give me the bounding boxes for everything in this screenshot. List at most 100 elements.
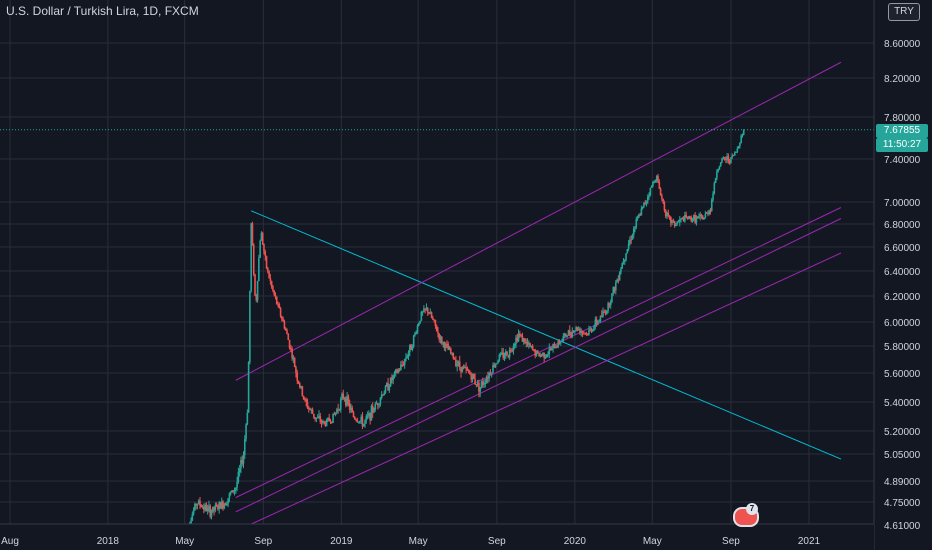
price-tick-label: 5.40000 [884, 398, 921, 409]
candle-body [447, 344, 450, 350]
candle-body [337, 409, 339, 411]
candle-body [346, 396, 348, 406]
candle-body [530, 345, 533, 347]
candle-body [635, 219, 638, 227]
candle-body [240, 460, 242, 469]
candle-body [728, 160, 731, 163]
candle-body [352, 412, 355, 417]
candle-body [382, 394, 384, 396]
candle-body [255, 295, 258, 301]
candle-body [561, 339, 563, 342]
candle-body [407, 352, 410, 357]
candle-body [325, 419, 328, 426]
last-price-tag: 7.67855 [876, 124, 928, 138]
candle-body [277, 304, 279, 306]
price-tick-label: 8.20000 [884, 74, 921, 85]
candle-body [306, 401, 309, 408]
candle-body [488, 372, 490, 379]
candle-body [324, 422, 327, 426]
candle-body [350, 407, 352, 410]
price-axis[interactable]: 8.60000 8.20000 7.80000 7.40000 7.00000 6.800… [873, 0, 932, 550]
candle-body [417, 323, 420, 326]
candle-body [206, 507, 209, 512]
channel-line-1[interactable] [235, 61, 842, 381]
candle-body [536, 350, 539, 353]
candle-body [543, 352, 545, 358]
candle-body [493, 365, 496, 367]
candle-body [545, 354, 548, 358]
currency-badge[interactable]: TRY [888, 3, 920, 21]
candle-body [676, 221, 679, 224]
candle-body [563, 333, 566, 337]
candle-body [506, 351, 508, 356]
candle-body [562, 336, 565, 340]
candle-body [345, 398, 347, 406]
price-tick-label: 5.80000 [884, 342, 921, 353]
candle-body [678, 219, 681, 222]
candle-body [667, 212, 670, 216]
candle-body [332, 413, 334, 423]
candle-body [684, 214, 686, 222]
candle-body [471, 373, 474, 380]
price-tick-label: 6.60000 [884, 243, 921, 254]
price-axis-background [874, 0, 932, 550]
candle-body [600, 315, 603, 317]
candle-body [296, 372, 299, 381]
candle-body [533, 349, 535, 351]
candle-body [654, 181, 657, 183]
candle-body [643, 202, 645, 207]
candle-body [401, 364, 403, 366]
candle-body [542, 352, 544, 356]
candle-body [736, 148, 739, 152]
candle-body [710, 199, 713, 211]
candle-body [348, 403, 351, 410]
candle-body [194, 503, 196, 511]
candle-body [606, 310, 608, 315]
candle-body [551, 347, 553, 351]
candle-body [666, 212, 668, 217]
candle-body [313, 413, 315, 418]
time-axis[interactable]: Aug 2018 May Sep 2019 May Sep 2020 May Sep 2021 [0, 523, 874, 550]
notification-badge[interactable]: 7 [746, 503, 758, 515]
candle-body [365, 415, 368, 421]
time-tick-label: Sep [722, 536, 740, 547]
candle-body [485, 377, 488, 383]
candle-body [311, 409, 314, 414]
trend-line-0[interactable] [250, 210, 842, 460]
candle-body [552, 343, 554, 348]
candle-body [498, 354, 501, 361]
candle-body [424, 308, 426, 310]
candle-body [387, 383, 389, 391]
candle-body [412, 335, 415, 347]
candle-body [232, 490, 235, 492]
candle-body [328, 417, 331, 421]
candle-body [718, 166, 721, 170]
candle-body [392, 375, 394, 381]
candle-body [568, 330, 571, 335]
candle-body [567, 330, 570, 336]
candle-body [378, 404, 380, 406]
candle-body [195, 503, 197, 506]
candle-body [680, 218, 682, 220]
chart-title: U.S. Dollar / Turkish Lira, 1D, FXCM [6, 4, 199, 18]
channel-line-4[interactable] [249, 252, 842, 526]
candle-body [655, 176, 658, 182]
candle-body [273, 290, 276, 295]
channel-line-3[interactable] [235, 218, 842, 513]
candle-body [259, 240, 261, 258]
candle-body [525, 341, 528, 344]
candle-body [205, 504, 208, 512]
candle-body [327, 417, 329, 420]
candle-body [492, 365, 494, 373]
candle-body [599, 315, 602, 322]
candle-body [316, 417, 319, 419]
candle-body [675, 223, 677, 227]
candle-body [270, 280, 273, 287]
candle-body [650, 186, 653, 188]
candle-body [369, 413, 371, 421]
candle-body [245, 424, 247, 440]
candle-body [575, 327, 577, 331]
